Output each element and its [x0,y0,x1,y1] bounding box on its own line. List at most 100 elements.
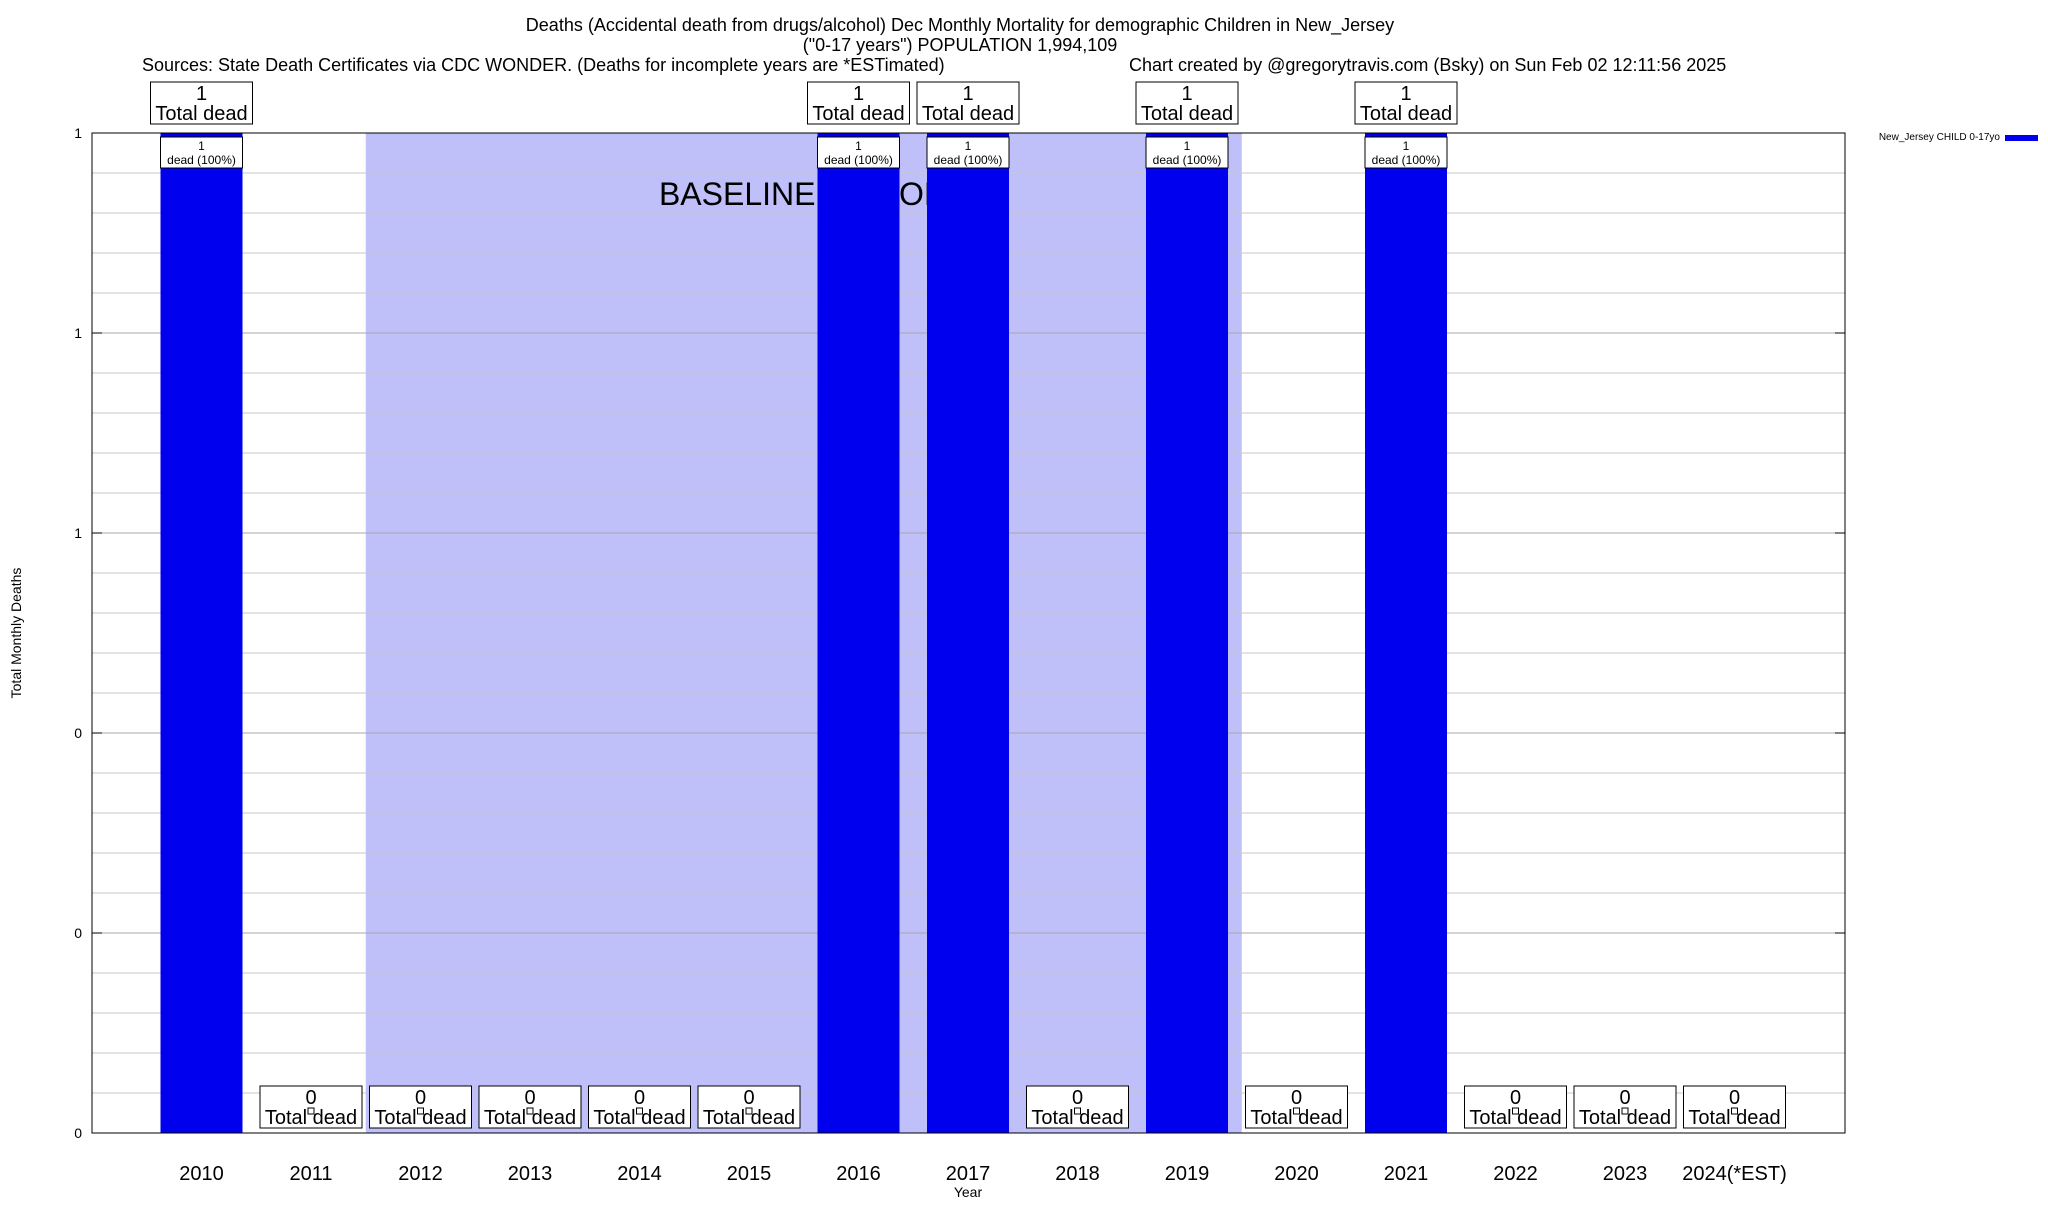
inner-label-text: dead (100%) [167,153,236,167]
total-label-text: Total dead [1469,1107,1561,1129]
inner-label-text: dead (100%) [1372,153,1441,167]
x-axis-label: Year [954,1184,983,1200]
total-label-count: 1 [853,83,864,105]
total-label-text: Total dead [593,1107,685,1129]
legend-label: New_Jersey CHILD 0-17yo [1879,132,2001,143]
total-label-text: Total dead [374,1107,466,1129]
x-tick-label: 2014 [617,1163,662,1185]
zero-value-marker [636,1107,643,1115]
total-label-box [1026,1085,1129,1129]
x-tick-label: 2015 [727,1163,772,1185]
total-label-count: 0 [1072,1087,1083,1109]
bar [817,133,900,1133]
total-label-text: Total dead [1250,1107,1342,1129]
bar [160,133,243,1133]
total-label-text: Total dead [1688,1107,1780,1129]
total-label-count: 1 [1181,83,1192,105]
chart-title: Deaths (Accidental death from drugs/alco… [526,15,1394,36]
total-label-count: 0 [1510,1087,1521,1109]
total-label-box [259,1085,363,1129]
inner-label-count: 1 [198,139,205,153]
total-label-box [369,1085,472,1129]
total-label-text: Total dead [265,1107,357,1129]
credit-note: Chart created by @gregorytravis.com (Bsk… [1129,55,1726,75]
inner-label-box [817,136,900,169]
total-label-box [1683,1085,1786,1129]
total-label-count: 0 [1291,1087,1302,1109]
y-tick-label: 0 [74,1125,82,1141]
total-label-text: Total dead [703,1107,795,1129]
total-label-text: Total dead [155,103,247,125]
total-label-count: 0 [524,1087,535,1109]
total-label-count: 0 [1619,1087,1630,1109]
inner-label-box [1145,136,1229,169]
x-tick-label: 2010 [179,1163,224,1185]
zero-value-marker [417,1107,424,1115]
x-tick-label: 2022 [1493,1163,1538,1185]
x-tick-label: 2017 [946,1163,991,1185]
total-label-count: 0 [743,1087,754,1109]
total-label-text: Total dead [922,103,1014,125]
x-tick-label: 2023 [1603,1163,1648,1185]
zero-value-marker [1074,1107,1081,1115]
inner-label-text: dead (100%) [934,153,1003,167]
bar [1146,133,1228,1133]
total-label-box [1135,81,1239,125]
inner-label-box [926,136,1010,169]
total-label-box [588,1085,691,1129]
total-label-box [1354,81,1458,125]
total-label-box [916,81,1020,125]
y-axis-label: Total Monthly Deaths [8,568,24,699]
x-tick-label: 2011 [289,1163,332,1185]
total-label-box [150,81,253,125]
total-label-count: 1 [196,83,207,105]
y-tick-label: 1 [74,125,82,141]
total-label-count: 0 [634,1087,645,1109]
x-tick-label: 2012 [398,1163,443,1185]
x-tick-label: 2018 [1055,1163,1100,1185]
total-label-count: 1 [1400,83,1411,105]
inner-label-count: 1 [965,139,972,153]
total-label-text: Total dead [812,103,904,125]
inner-label-count: 1 [1184,139,1191,153]
bar [1365,133,1447,1133]
sources-note: Sources: State Death Certificates via CD… [142,55,945,75]
x-tick-label: 2016 [836,1163,881,1185]
baseline-period-label: BASELINE PERIOD [659,176,947,212]
zero-value-marker [1621,1107,1629,1115]
x-tick-label: 2020 [1274,1163,1319,1185]
y-tick-label: 0 [74,725,82,741]
total-label-box [1464,1085,1567,1129]
x-tick-label: 2019 [1165,1163,1210,1185]
total-label-count: 1 [962,83,973,105]
legend-swatch [2005,135,2038,141]
y-tick-label: 0 [74,925,82,941]
total-label-box [1573,1085,1677,1129]
zero-value-marker [307,1107,315,1115]
total-label-count: 0 [305,1087,316,1109]
inner-label-text: dead (100%) [1153,153,1222,167]
total-label-count: 0 [1729,1087,1740,1109]
baseline-period-region [365,133,1242,1133]
y-tick-label: 1 [74,325,82,341]
x-tick-label: 2021 [1384,1163,1429,1185]
zero-value-marker [1731,1107,1738,1115]
y-tick-label: 1 [74,525,82,541]
inner-label-count: 1 [1403,139,1410,153]
total-label-box [697,1085,801,1129]
total-label-text: Total dead [1360,103,1452,125]
chart-subtitle: ("0-17 years") POPULATION 1,994,109 [803,35,1118,55]
total-label-count: 0 [415,1087,426,1109]
total-label-box [1245,1085,1348,1129]
x-tick-label: 2013 [508,1163,553,1185]
inner-label-box [1364,136,1448,169]
zero-value-marker [1293,1107,1300,1115]
inner-label-text: dead (100%) [824,153,893,167]
total-label-text: Total dead [1579,1107,1671,1129]
bar [927,133,1009,1133]
inner-label-box [160,136,243,169]
zero-value-marker [745,1107,753,1115]
total-label-text: Total dead [1141,103,1233,125]
